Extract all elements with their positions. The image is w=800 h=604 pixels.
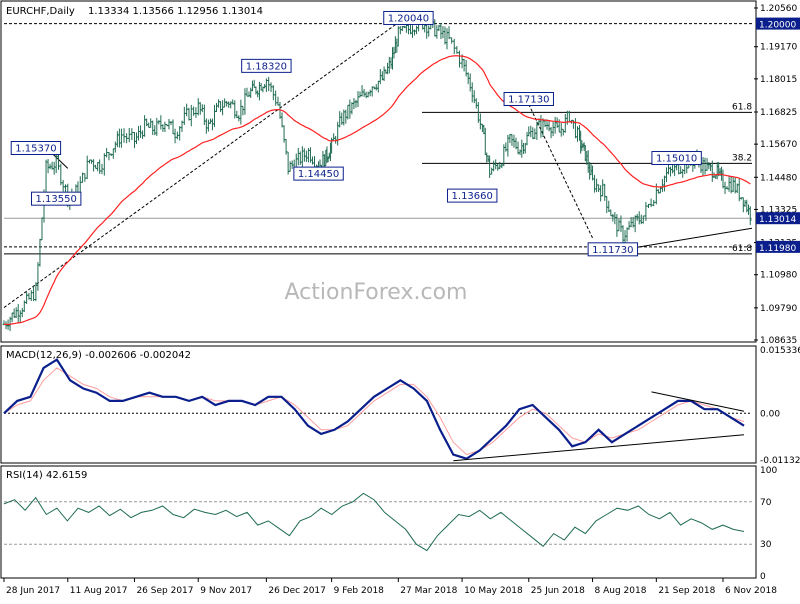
- price-annotation-text: 1.15010: [656, 154, 697, 165]
- price-annotation-text: 1.11730: [592, 245, 633, 256]
- fibonacci-level-label: 61.8: [732, 102, 752, 112]
- rsi-series-layer: [3, 492, 752, 552]
- x-axis-label: 27 Mar 2018: [400, 586, 457, 596]
- fibonacci-level-label: 61.8: [732, 244, 752, 254]
- rsi-line: [3, 492, 745, 552]
- price-level-tag: 1.11980: [756, 240, 800, 254]
- x-axis-label: 28 Jun 2017: [6, 586, 60, 596]
- x-axis-label: 6 Nov 2018: [725, 586, 777, 596]
- macd-trendline-upper: [651, 391, 745, 412]
- macd-series-layer: [3, 358, 752, 462]
- price-annotation: 1.13550: [30, 191, 82, 206]
- price-annotation-box: [587, 242, 639, 257]
- price-annotation-box: [447, 188, 498, 203]
- price-annotation-text: 1.13550: [36, 194, 77, 205]
- x-axis-label: 9 Nov 2017: [200, 586, 252, 596]
- macd-axis-label: 0.015336: [760, 346, 800, 356]
- price-annotation-box: [241, 58, 292, 73]
- price-axis-label: 1.14480: [760, 173, 797, 183]
- x-axis-label: 10 May 2018: [464, 586, 523, 596]
- price-annotation-box: [503, 91, 554, 106]
- rsi-axis-label: 100: [760, 466, 777, 476]
- price-annotation-box: [293, 166, 344, 181]
- price-annotation-text: 1.20040: [388, 13, 429, 24]
- price-annotation: 1.13660: [447, 188, 498, 203]
- price-annotation-box: [10, 140, 62, 155]
- price-annotation: 1.15370: [10, 140, 62, 155]
- fibonacci-level-label: 38.2: [732, 153, 752, 163]
- price-axis-label: 1.18015: [760, 75, 797, 85]
- price-annotation-text: 1.15370: [15, 143, 56, 154]
- macd-line: [3, 358, 745, 460]
- price-axis-label: 1.08635: [760, 336, 797, 346]
- price-axis-label: 1.19170: [760, 43, 797, 53]
- price-annotation: 1.14450: [293, 166, 344, 181]
- x-axis-label: 8 Aug 2018: [595, 586, 647, 596]
- price-level-tag-text: 1.13014: [759, 215, 796, 225]
- price-panel: [0, 0, 757, 343]
- price-annotation: 1.11730: [587, 242, 639, 257]
- price-level-tag-text: 1.20000: [759, 21, 796, 31]
- rsi-title: RSI(14) 42.6159: [6, 470, 87, 481]
- x-axis-label: 21 Sep 2018: [658, 586, 715, 596]
- price-level-tag-bg: [756, 240, 800, 253]
- macd-panel: [0, 345, 757, 464]
- price-axis-label: 1.09790: [760, 304, 797, 314]
- x-axis-label: 9 Feb 2018: [334, 586, 385, 596]
- macd-title: MACD(12,26,9) -0.002606 -0.002042: [6, 350, 191, 361]
- price-annotation-box: [651, 151, 702, 166]
- price-annotation-text: 1.17130: [508, 94, 549, 105]
- price-annotation-box: [30, 191, 82, 206]
- macd-trendline-lower: [453, 434, 745, 462]
- price-level-tag-bg: [756, 17, 800, 30]
- x-axis-label: 25 Jun 2018: [531, 586, 585, 596]
- symbol-title: EURCHF,Daily: [6, 6, 75, 17]
- x-axis-label: 26 Dec 2017: [268, 586, 326, 596]
- trendline-dashed-up: [3, 14, 409, 308]
- ohlc-readout: 1.13334 1.13566 1.12956 1.13014: [88, 6, 263, 17]
- watermark: ActionForex.com: [285, 280, 468, 305]
- price-axis-label: 1.13325: [760, 205, 797, 215]
- ema-line: [4, 55, 751, 326]
- rsi-axis-label: 30: [760, 540, 772, 550]
- price-level-tag: 1.13014: [756, 212, 800, 225]
- price-annotation: 1.17130: [503, 91, 554, 106]
- price-series-layer: 61.8 38.2 61.8 1.15370 1.13550 1.18320 1.14450…: [2, 10, 752, 332]
- price-level-tag-bg: [756, 212, 800, 225]
- x-axis-label: 11 Aug 2017: [70, 586, 128, 596]
- price-axis-label: 1.15670: [760, 140, 797, 150]
- price-annotation-text: 1.13660: [452, 191, 493, 202]
- price-annotation: 1.20040: [383, 10, 434, 25]
- price-annotation: 1.18320: [241, 58, 292, 73]
- macd-axis-label: -0.011320: [760, 456, 800, 466]
- price-level-tag: 1.20000: [756, 17, 800, 31]
- x-axis-label: 26 Sep 2017: [136, 586, 193, 596]
- price-level-tag-text: 1.11980: [759, 244, 796, 254]
- price-annotation-text: 1.18320: [246, 61, 287, 72]
- rsi-panel: [0, 465, 757, 579]
- axis-layer: 1.20560 1.19170 1.18015 1.16825 1.15670 1.144…: [3, 4, 800, 596]
- price-annotation: 1.15010: [651, 151, 702, 166]
- price-axis-label: 1.10980: [760, 271, 797, 281]
- macd-axis-label: 0.00: [760, 409, 780, 419]
- price-axis-label: 1.20560: [760, 4, 797, 14]
- price-annotation-text: 1.14450: [298, 169, 339, 180]
- price-annotation-box: [383, 10, 434, 25]
- rsi-axis-label: 0: [760, 572, 766, 582]
- rsi-axis-label: 70: [760, 498, 772, 508]
- price-axis-label: 1.16825: [760, 108, 797, 118]
